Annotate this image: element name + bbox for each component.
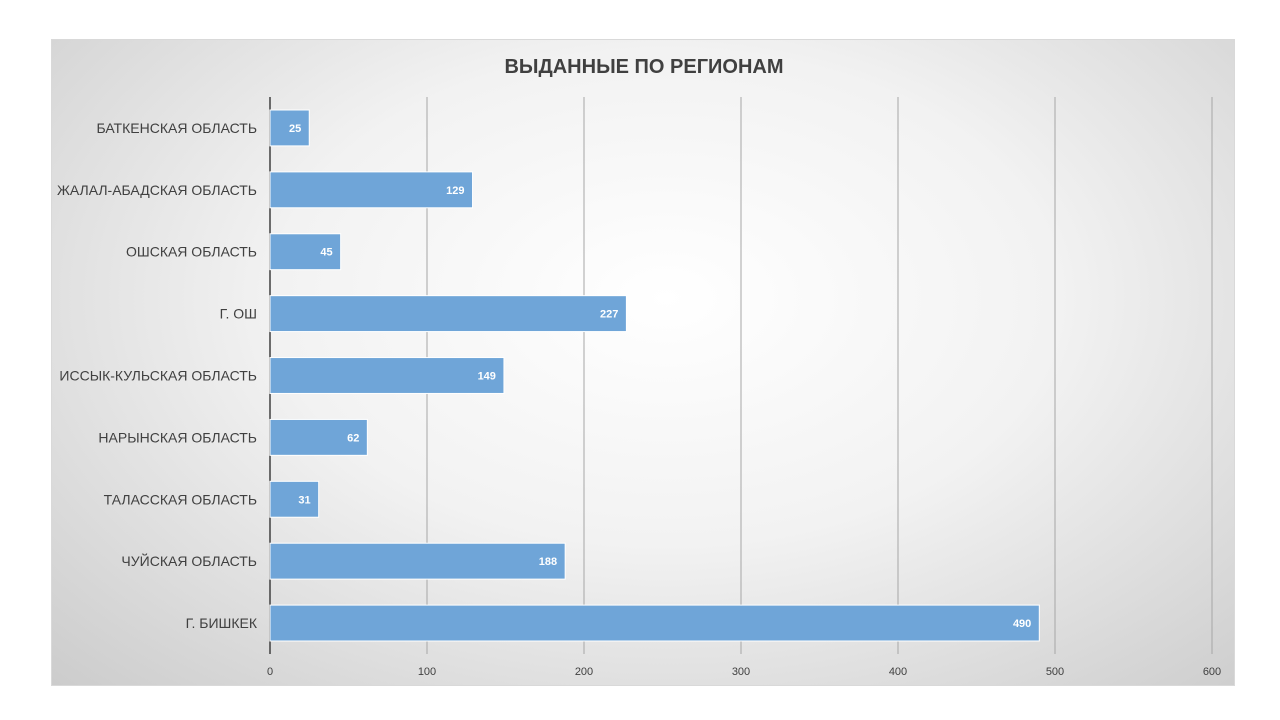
data-label: 227	[600, 309, 618, 321]
data-label: 25	[289, 123, 301, 135]
data-label: 45	[320, 247, 332, 259]
bar	[269, 480, 320, 518]
category-label: Г. ОШ	[220, 306, 257, 322]
x-tick-label: 600	[1203, 666, 1221, 678]
category-label: ЖАЛАЛ-АБАДСКАЯ ОБЛАСТЬ	[57, 182, 257, 198]
category-label: БАТКЕНСКАЯ ОБЛАСТЬ	[96, 120, 257, 136]
data-label: 490	[1013, 618, 1031, 630]
category-label: ИССЫК-КУЛЬСКАЯ ОБЛАСТЬ	[59, 368, 257, 384]
data-label: 188	[539, 556, 557, 568]
data-label: 149	[478, 371, 496, 383]
category-labels: БАТКЕНСКАЯ ОБЛАСТЬ ЖАЛАЛ-АБАДСКАЯ ОБЛАСТЬ…	[57, 120, 258, 631]
data-label: 62	[347, 432, 359, 444]
x-tick-label: 100	[418, 666, 436, 678]
x-tick-label: 400	[889, 666, 907, 678]
bar	[269, 418, 368, 456]
category-label: Г. БИШКЕК	[186, 615, 258, 631]
chart-panel: ВЫДАННЫЕ ПО РЕГИОНАМ 25 129 45 227 149 62 31 18…	[51, 39, 1235, 686]
bar	[269, 295, 627, 333]
bar	[269, 542, 566, 580]
bar	[269, 171, 474, 209]
category-label: ТАЛАССКАЯ ОБЛАСТЬ	[104, 491, 257, 507]
x-tick-label: 0	[267, 666, 273, 678]
category-label: ОШСКАЯ ОБЛАСТЬ	[126, 244, 257, 260]
bar-chart: ВЫДАННЫЕ ПО РЕГИОНАМ 25 129 45 227 149 62 31 18…	[57, 56, 1221, 678]
data-label: 129	[446, 185, 464, 197]
category-label: ЧУЙСКАЯ ОБЛАСТЬ	[121, 552, 257, 569]
bar	[269, 357, 505, 394]
bar	[269, 604, 1040, 642]
bar	[269, 233, 342, 271]
x-tick-label: 300	[732, 666, 750, 678]
bars: 25 129 45 227 149 62 31 188 490	[269, 109, 1040, 642]
x-axis-ticks: 0 100 200 300 400 500 600	[267, 666, 1221, 678]
x-tick-label: 500	[1046, 666, 1064, 678]
chart-title: ВЫДАННЫЕ ПО РЕГИОНАМ	[504, 56, 783, 78]
bar	[269, 109, 310, 147]
category-label: НАРЫНСКАЯ ОБЛАСТЬ	[98, 429, 257, 445]
x-tick-label: 200	[575, 666, 593, 678]
data-label: 31	[298, 494, 310, 506]
